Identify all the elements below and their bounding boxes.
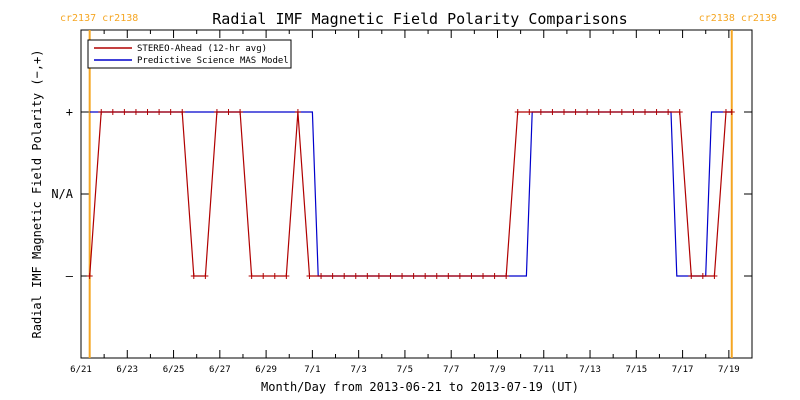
x-tick-label: 7/17	[672, 365, 694, 375]
data-point	[318, 273, 325, 279]
data-point	[352, 273, 359, 279]
data-point	[109, 109, 116, 115]
legend-box	[87, 39, 292, 69]
data-point	[711, 273, 718, 279]
data-point	[283, 273, 290, 279]
data-point	[341, 273, 348, 279]
data-point	[584, 109, 591, 115]
x-tick-label: 6/29	[255, 365, 277, 375]
data-point	[260, 273, 267, 279]
x-axis-label: Month/Day from 2013-06-21 to 2013-07-19 …	[261, 380, 579, 394]
data-point	[271, 273, 278, 279]
series-line-stereo	[89, 111, 732, 277]
x-tick-label: 7/15	[625, 365, 647, 375]
x-tick-label: 7/5	[397, 365, 413, 375]
legend-label-stereo: STEREO-Ahead (12-hr avg)	[137, 44, 267, 54]
data-point	[387, 273, 394, 279]
x-tick-label: 7/13	[579, 365, 601, 375]
legend-label-mas: Predictive Science MAS Model	[137, 56, 289, 66]
data-point	[364, 273, 371, 279]
data-point	[248, 273, 255, 279]
data-point	[375, 273, 382, 279]
plot-frame	[80, 29, 753, 359]
data-point	[468, 273, 475, 279]
x-tick-label: 6/23	[116, 365, 138, 375]
data-point	[237, 109, 244, 115]
data-point	[607, 109, 614, 115]
legend: STEREO-Ahead (12-hr avg) Predictive Scie…	[87, 39, 292, 69]
data-point	[491, 273, 498, 279]
data-point	[537, 109, 544, 115]
y-tick-label: –	[66, 269, 74, 283]
data-point	[144, 109, 151, 115]
data-point	[641, 109, 648, 115]
data-point	[202, 273, 209, 279]
x-axis-ticks: 6/21 6/23 6/25 6/27 6/29 7/1 7/3 7/5 7/7 7/9 7/11 7…	[70, 30, 740, 375]
x-tick-label: 6/27	[209, 365, 231, 375]
y-axis-ticks: – N/A +	[51, 29, 752, 359]
x-tick-label: 6/21	[70, 365, 92, 375]
y-axis-label: Radial IMF Magnetic Field Polarity (−,+)	[30, 50, 44, 339]
series-line-mas	[89, 111, 732, 277]
data-point	[121, 109, 128, 115]
data-point	[132, 109, 139, 115]
data-point	[433, 273, 440, 279]
carrington-rotation-markers: cr2137 cr2138 cr2138 cr2139	[60, 13, 777, 358]
x-tick-label: 6/25	[163, 365, 185, 375]
data-point	[618, 109, 625, 115]
carrington-marker-label: cr2137 cr2138	[60, 13, 138, 24]
x-tick-label: 7/19	[718, 365, 740, 375]
data-point	[422, 273, 429, 279]
data-point	[399, 273, 406, 279]
data-point	[722, 109, 729, 115]
x-tick-label: 7/3	[351, 365, 367, 375]
data-point	[306, 273, 313, 279]
data-point	[445, 273, 452, 279]
y-tick-label: N/A	[51, 187, 73, 201]
data-point	[480, 273, 487, 279]
data-point	[156, 109, 163, 115]
data-point	[514, 109, 521, 115]
data-point	[526, 109, 533, 115]
data-point	[561, 109, 568, 115]
data-point	[213, 109, 220, 115]
data-point	[688, 273, 695, 279]
data-point	[98, 109, 105, 115]
data-point	[572, 109, 579, 115]
data-point	[410, 273, 417, 279]
data-point	[653, 109, 660, 115]
x-tick-label: 7/1	[304, 365, 320, 375]
data-point	[225, 109, 232, 115]
data-point	[167, 109, 174, 115]
data-point	[294, 109, 301, 115]
x-tick-label: 7/11	[533, 365, 555, 375]
data-point	[456, 273, 463, 279]
y-tick-label: +	[66, 105, 73, 119]
data-point	[728, 109, 735, 115]
data-point	[665, 109, 672, 115]
data-point	[699, 273, 706, 279]
carrington-marker-label: cr2138 cr2139	[699, 13, 777, 24]
x-tick-label: 7/7	[443, 365, 459, 375]
series-layer	[86, 109, 735, 279]
data-point	[503, 273, 510, 279]
data-point	[190, 273, 197, 279]
data-point	[676, 109, 683, 115]
data-point	[179, 109, 186, 115]
chart-title: Radial IMF Magnetic Field Polarity Compa…	[212, 10, 627, 28]
data-point	[329, 273, 336, 279]
data-point	[549, 109, 556, 115]
data-point	[86, 273, 93, 279]
data-point	[630, 109, 637, 115]
x-tick-label: 7/9	[489, 365, 505, 375]
data-point	[595, 109, 602, 115]
